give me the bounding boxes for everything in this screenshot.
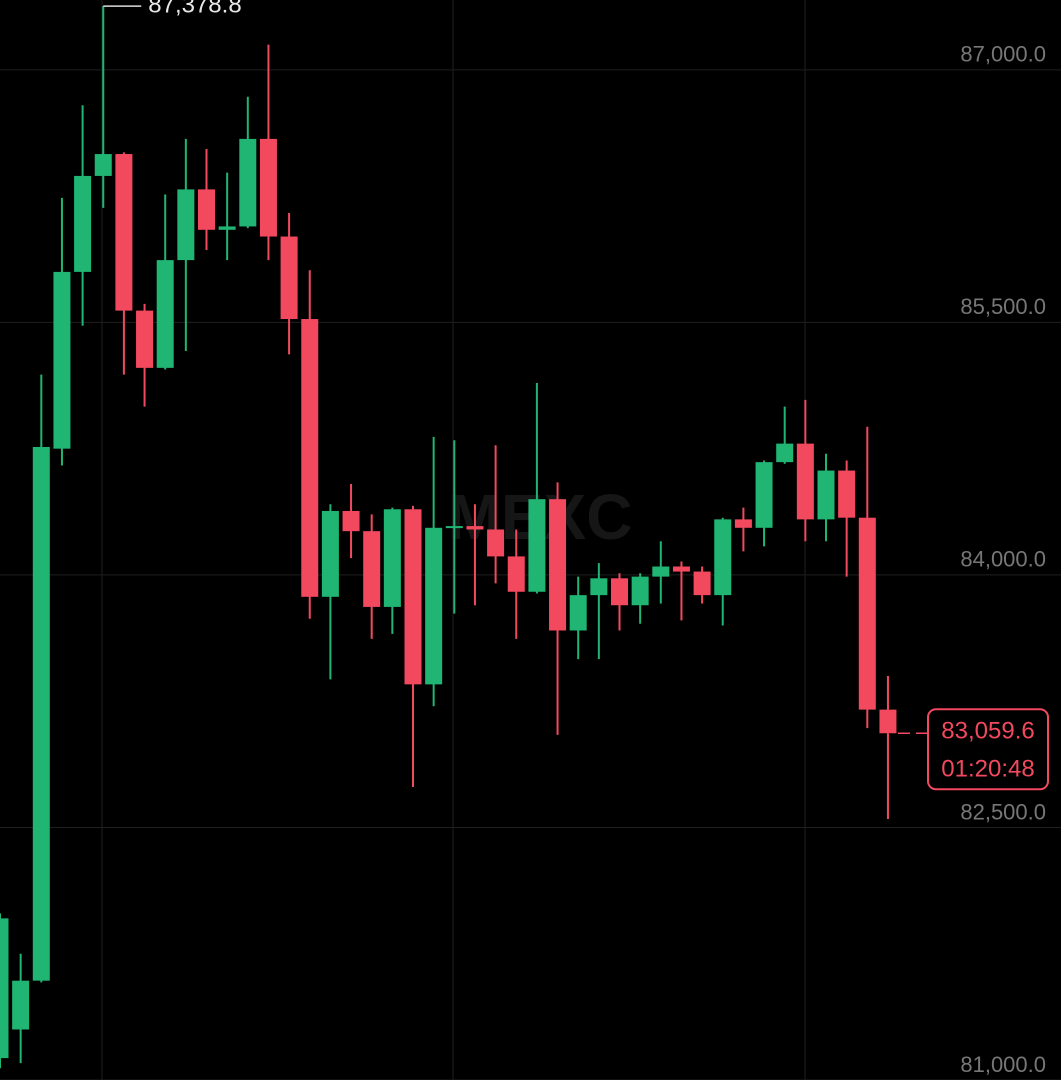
candle-body — [74, 175, 92, 272]
candle-body — [590, 578, 608, 596]
candle-body — [218, 226, 236, 230]
candle-body — [259, 138, 277, 237]
candle-body — [631, 576, 649, 606]
candle-body — [611, 578, 628, 606]
candle-body — [445, 526, 463, 529]
candle-body — [549, 499, 567, 631]
y-tick-label: 82,500.0 — [960, 799, 1046, 824]
candle-body — [280, 236, 298, 320]
y-tick-label: 84,000.0 — [960, 547, 1046, 572]
candle-body — [466, 526, 484, 530]
y-tick-label: 85,500.0 — [960, 294, 1046, 319]
candle-body — [53, 271, 71, 449]
y-tick-label: 81,000.0 — [960, 1052, 1046, 1077]
candle-body — [301, 319, 319, 597]
candle-body — [342, 510, 360, 532]
candle-body — [177, 189, 195, 261]
candle-body — [569, 595, 587, 631]
candle-body — [156, 260, 174, 368]
last-price-label: 83,059.6 — [941, 718, 1034, 745]
candle-body — [796, 443, 814, 520]
candle-body — [198, 189, 215, 230]
candle-body — [879, 709, 897, 734]
candle-body — [487, 529, 505, 557]
candle-body — [652, 566, 670, 577]
candle-body — [714, 519, 732, 596]
candle-body — [136, 310, 154, 368]
candle-body — [12, 980, 30, 1030]
candle-body — [321, 510, 339, 597]
candle-body — [239, 138, 257, 227]
candle-body — [363, 531, 381, 607]
candle-body — [404, 509, 422, 685]
candle-body — [817, 470, 835, 520]
y-tick-label: 87,000.0 — [960, 42, 1046, 67]
candle-body — [755, 462, 773, 528]
candle-body — [0, 918, 9, 1059]
candle-body — [425, 527, 443, 685]
countdown: 01:20:48 — [941, 756, 1034, 783]
candle-body — [776, 443, 794, 463]
candle-body — [858, 517, 876, 710]
candle-body — [693, 571, 711, 596]
candle-body — [383, 509, 401, 607]
candle-body — [32, 446, 50, 981]
candle-body — [734, 519, 752, 528]
last-price-box — [927, 708, 1049, 791]
candle-body — [115, 154, 133, 311]
candle-body — [528, 499, 546, 592]
candle-body — [838, 470, 856, 518]
max-label: 87,378.8 — [148, 0, 241, 18]
candle-body — [507, 556, 525, 592]
candle-body — [94, 154, 112, 176]
candle-body — [672, 566, 690, 572]
